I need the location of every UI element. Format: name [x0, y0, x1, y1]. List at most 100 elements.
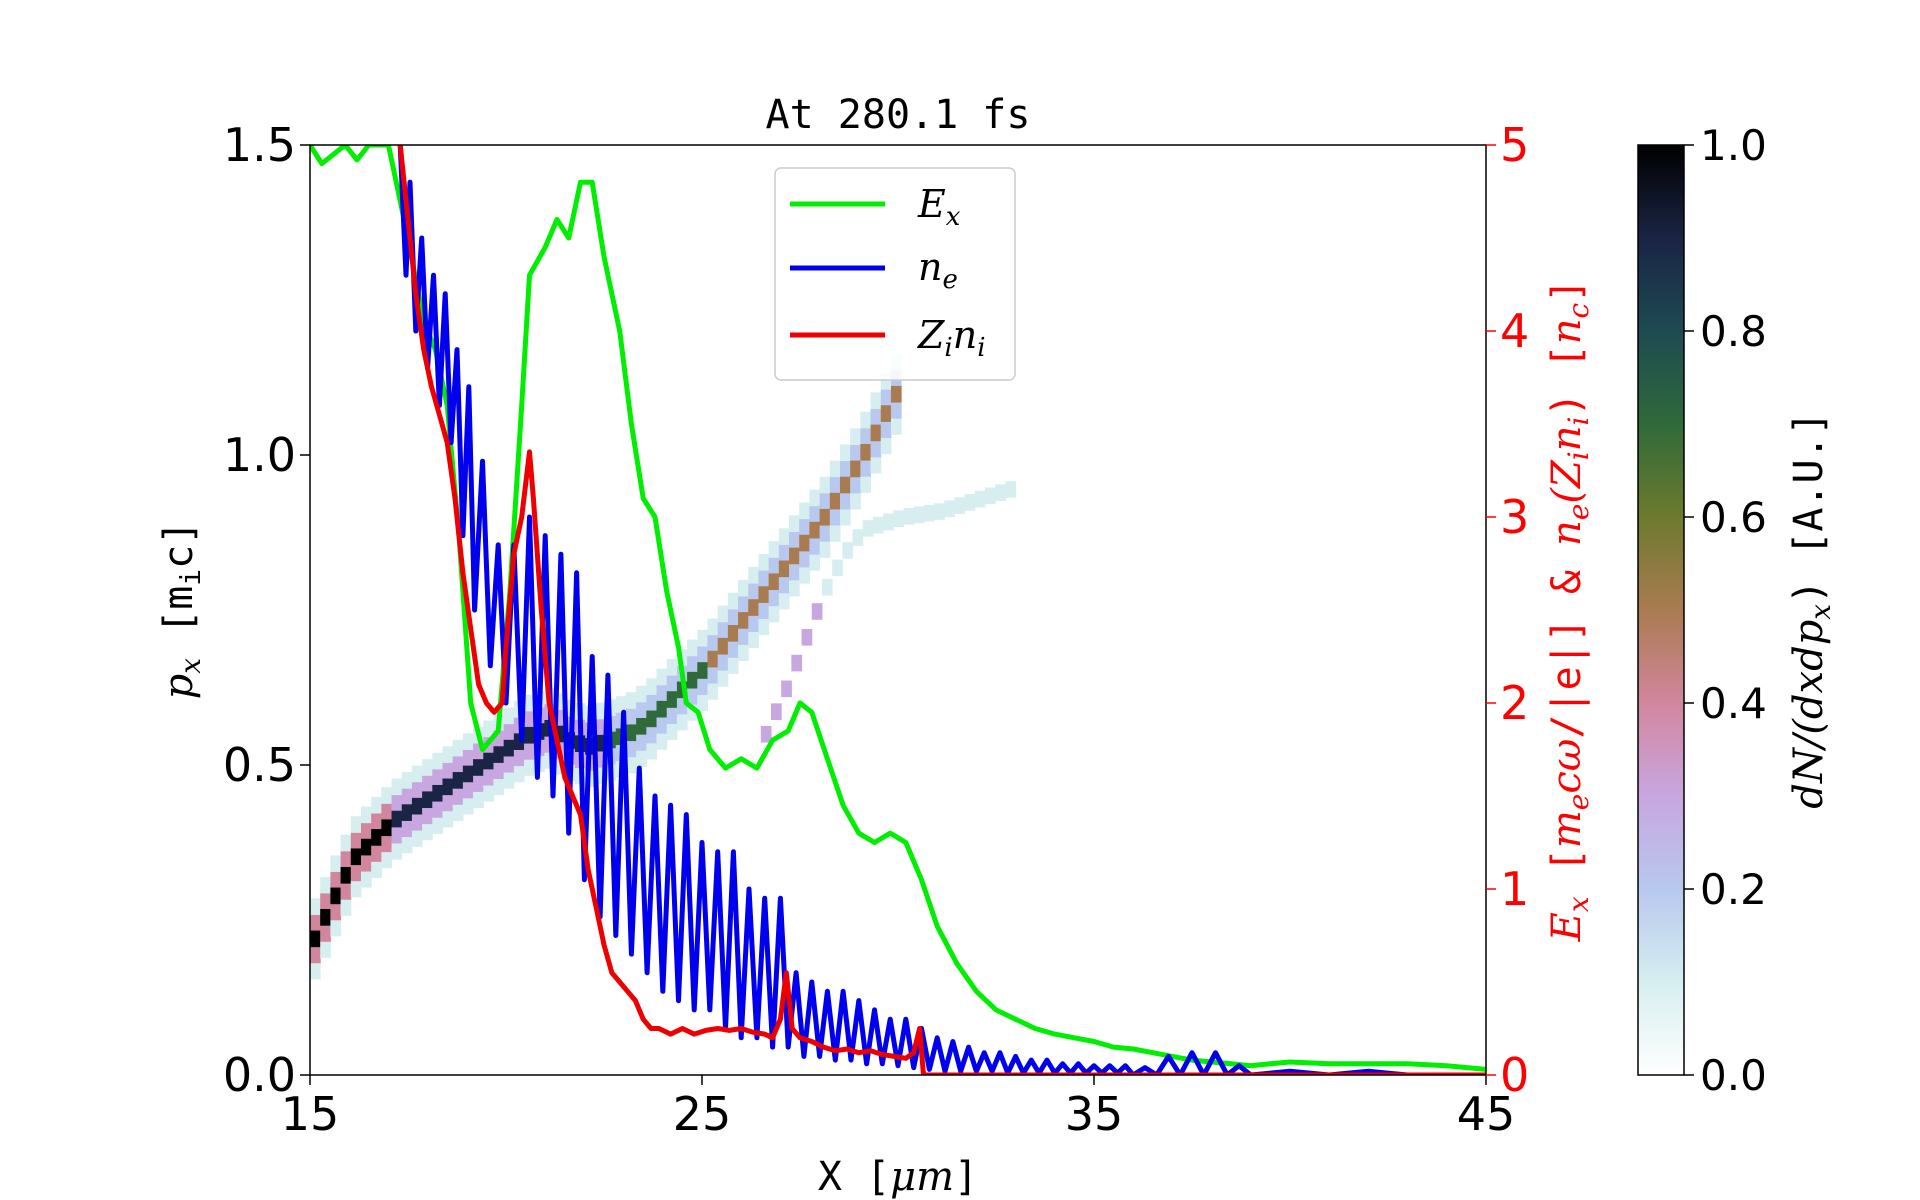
phase-space-cell — [503, 772, 515, 789]
phase-space-cell — [524, 759, 535, 776]
phase-space-cell — [789, 515, 800, 533]
phase-space-cell — [687, 704, 698, 721]
phase-space-cell — [554, 725, 566, 743]
phase-space-cell — [829, 460, 841, 478]
phase-space-cell — [789, 563, 800, 581]
phase-space-cell — [595, 750, 607, 768]
phase-space-cell — [625, 708, 637, 725]
phase-space-cell — [442, 762, 454, 780]
colorbar-tick-label: 1.0 — [1700, 121, 1767, 170]
phase-space-cell — [483, 720, 494, 738]
phase-space-cell — [646, 742, 658, 760]
phase-space-cell — [676, 697, 688, 715]
phase-space-cell — [422, 807, 433, 825]
phase-space-cell — [462, 749, 474, 767]
phase-space-cell — [391, 842, 403, 860]
phase-space-cell — [727, 641, 739, 658]
phase-space-cell — [432, 752, 443, 770]
phase-space-cell — [850, 428, 861, 445]
phase-space-cell — [524, 710, 535, 728]
phase-space-cell — [727, 592, 739, 610]
phase-space-cell — [360, 806, 372, 824]
phase-space-cell — [636, 750, 647, 767]
phase-space-cell — [778, 528, 790, 545]
phase-space-cell — [903, 508, 915, 525]
phase-space-cell — [554, 709, 566, 727]
phase-space-cell — [717, 654, 729, 671]
phase-space-cell — [666, 675, 678, 692]
phase-space-cell — [883, 513, 894, 531]
phase-space-cell — [381, 803, 393, 820]
phase-space-cell — [320, 925, 331, 942]
phase-space-cell — [625, 724, 637, 742]
x-tick-label: 35 — [1065, 1087, 1124, 1141]
phase-space-cell — [781, 680, 792, 698]
phase-space-cell — [411, 830, 423, 847]
phase-space-cell — [707, 634, 719, 652]
phase-space-cell — [687, 671, 698, 689]
phase-space-cell — [923, 504, 935, 522]
phase-space-cell — [422, 759, 433, 776]
phase-space-cell — [625, 756, 637, 774]
x-tick-label: 45 — [1457, 1087, 1516, 1141]
y-right-tick-label: 4 — [1500, 304, 1529, 358]
phase-space-cell — [870, 456, 882, 474]
phase-space-cell — [760, 725, 772, 743]
phase-space-cell — [727, 625, 739, 642]
phase-space-cell — [778, 592, 790, 610]
phase-space-cell — [636, 701, 647, 719]
phase-space-cell — [860, 460, 872, 477]
phase-space-cell — [391, 794, 403, 812]
phase-space-cell — [974, 490, 986, 508]
phase-space-cell — [381, 835, 393, 853]
series-line-ne — [397, 145, 1486, 1075]
phase-space-cell — [310, 962, 321, 980]
phase-space-cell — [748, 583, 759, 600]
phase-space-cell — [890, 418, 902, 435]
phase-space-cell — [738, 612, 749, 629]
phase-space-cell — [850, 444, 861, 462]
phase-space-cell — [717, 621, 729, 639]
phase-space-cell — [880, 389, 892, 406]
colorbar-label: dN/(dxdpx) [A.U.] — [1786, 411, 1837, 809]
phase-space-cell — [462, 733, 474, 750]
phase-space-cell — [340, 834, 352, 852]
phase-space-cell — [503, 739, 515, 757]
phase-space-cell — [595, 734, 607, 752]
phase-space-cell — [360, 854, 372, 872]
phase-space-cell — [809, 505, 821, 523]
phase-space-cell — [411, 765, 423, 783]
phase-space-cell — [768, 541, 780, 558]
phase-space-cell — [493, 762, 505, 780]
phase-space-cell — [350, 832, 362, 849]
phase-space-cell — [473, 743, 484, 760]
phase-space-cell — [422, 791, 433, 809]
phase-space-cell — [381, 787, 393, 804]
phase-space-cell — [697, 646, 708, 663]
phase-space-cell — [595, 718, 607, 736]
chart-title: At 280.1 fs — [766, 92, 1031, 138]
y-right-tick-label: 3 — [1500, 490, 1529, 544]
phase-space-cell — [524, 743, 535, 760]
phase-space-cell — [839, 444, 851, 462]
phase-space-cell — [809, 537, 821, 555]
phase-space-cell — [870, 392, 882, 409]
phase-space-cell — [717, 637, 729, 655]
plot-frame — [309, 144, 1487, 1076]
phase-space-cell — [789, 579, 800, 597]
phase-space-cell — [748, 631, 759, 649]
y-left-tick-label: 0.0 — [223, 1048, 296, 1102]
x-tick-label: 25 — [673, 1087, 732, 1141]
phase-space-cell — [371, 861, 382, 878]
phase-space-cell — [391, 810, 403, 828]
phase-space-cell — [880, 373, 892, 390]
phase-space-cell — [340, 899, 352, 916]
phase-space-cell — [995, 484, 1006, 502]
phase-space-cell — [462, 797, 474, 815]
phase-space-cell — [738, 595, 749, 613]
phase-space-cell — [811, 603, 823, 620]
phase-space-cell — [829, 525, 841, 542]
phase-space-cell — [832, 559, 843, 577]
phase-space-cell — [809, 489, 821, 507]
phase-space-cell — [697, 694, 708, 712]
